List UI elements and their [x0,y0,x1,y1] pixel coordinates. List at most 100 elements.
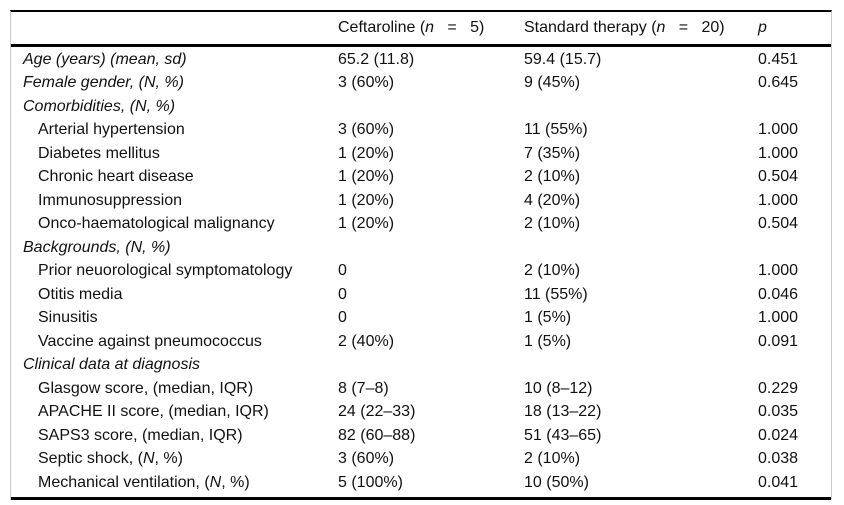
table-body: Age (years) (mean, sd) 65.2 (11.8) 59.4 … [11,47,831,500]
row-label-cell: Comorbidities, (N, %) [11,98,338,116]
row-label: Diabetes mellitus [38,144,160,162]
table-row: Vaccine against pneumococcus 2 (40%) 1 (… [11,330,831,354]
standard-therapy-value-cell: 2 (10%) [524,262,581,280]
p-value-cell: 0.504 [758,215,799,233]
standard-therapy-value-cell: 2 (10%) [524,450,581,468]
row-label: SAPS3 score, (median, IQR) [38,426,243,444]
ceftaroline-value-cell: 8 (7–8) [338,379,389,397]
standard-therapy-value-cell: 51 (43–65) [524,426,602,444]
table-row: Onco-haematological malignancy 1 (20%) 2… [11,213,831,237]
row-label-cell: Onco-haematological malignancy [11,215,338,233]
baseline-characteristics-table: Ceftaroline (n = 5) Standard therapy (n … [10,10,832,500]
p-value-cell: 0.035 [758,403,799,421]
row-label-cell: Chronic heart disease [11,168,338,186]
p-value-cell: 0.091 [758,332,799,350]
ceftaroline-value-cell: 24 (22–33) [338,403,416,421]
p-value-cell: 0.645 [758,74,799,92]
row-label-cell: Otitis media [11,286,338,304]
table-row: Diabetes mellitus 1 (20%) 7 (35%) 1.000 [11,142,831,166]
row-label-cell: Female gender, (N, %) [11,74,338,92]
p-value-cell: 0.504 [758,168,799,186]
row-label-cell: Arterial hypertension [11,121,338,139]
standard-therapy-value-cell: 9 (45%) [524,74,581,92]
table-row: Septic shock, (N, %) 3 (60%) 2 (10%) 0.0… [11,448,831,472]
p-value-cell: 0.046 [758,285,799,303]
col-header-p-value: p [758,19,767,36]
row-label: Age (years) (mean, sd) [23,50,187,68]
row-label: Mechanical ventilation, (N, %) [38,473,250,491]
row-label: Septic shock, (N, %) [38,450,183,468]
row-label: Chronic heart disease [38,168,194,186]
ceftaroline-value-cell: 5 (100%) [338,473,403,491]
row-label-cell: Sinusitis [11,309,338,327]
ceftaroline-value-cell: 0 [338,285,347,303]
col-header-standard-therapy: Standard therapy (n = 20) [524,19,725,36]
row-label: Onco-haematological malignancy [38,215,275,233]
p-value-cell: 0.024 [758,426,799,444]
table-row: Glasgow score, (median, IQR) 8 (7–8) 10 … [11,377,831,401]
standard-therapy-value-cell: 2 (10%) [524,215,581,233]
p-value-cell: 1.000 [758,144,799,162]
row-label-cell: SAPS3 score, (median, IQR) [11,427,338,445]
standard-therapy-value-cell: 11 (55%) [524,121,588,139]
row-label-cell: Immunosuppression [11,192,338,210]
table-row: Age (years) (mean, sd) 65.2 (11.8) 59.4 … [11,48,831,72]
standard-therapy-value-cell: 1 (5%) [524,332,572,350]
ceftaroline-value-cell: 82 (60–88) [338,426,416,444]
table-row: Arterial hypertension 3 (60%) 11 (55%) 1… [11,119,831,143]
standard-therapy-value-cell: 59.4 (15.7) [524,50,602,68]
ceftaroline-value-cell: 1 (20%) [338,191,395,209]
row-label: Otitis media [38,285,123,303]
table-header-row: Ceftaroline (n = 5) Standard therapy (n … [11,12,831,47]
row-label: Arterial hypertension [38,121,185,139]
row-label: Clinical data at diagnosis [23,356,200,374]
row-label: Backgrounds, (N, %) [23,238,171,256]
row-label: Comorbidities, (N, %) [23,97,176,115]
table-row: Female gender, (N, %) 3 (60%) 9 (45%) 0.… [11,72,831,96]
standard-therapy-value-cell: 4 (20%) [524,191,581,209]
standard-therapy-value-cell: 10 (50%) [524,473,589,491]
row-label-cell: Diabetes mellitus [11,145,338,163]
table-row: Clinical data at diagnosis [11,354,831,378]
row-label: Vaccine against pneumococcus [38,332,262,350]
table-row: APACHE II score, (median, IQR) 24 (22–33… [11,401,831,425]
table-row: SAPS3 score, (median, IQR) 82 (60–88) 51… [11,424,831,448]
ceftaroline-value-cell: 3 (60%) [338,74,395,92]
table-row: Sinusitis 0 1 (5%) 1.000 [11,307,831,331]
standard-therapy-value-cell: 7 (35%) [524,144,581,162]
p-value-cell: 1.000 [758,121,799,139]
row-label: Immunosuppression [38,191,183,209]
row-label: Glasgow score, (median, IQR) [38,379,254,397]
p-value-cell: 0.451 [758,50,799,68]
p-value-cell: 1.000 [758,191,799,209]
row-label: Prior neuorological symptomatology [38,262,293,280]
standard-therapy-value-cell: 2 (10%) [524,168,581,186]
ceftaroline-value-cell: 65.2 (11.8) [338,50,415,68]
table-row: Comorbidities, (N, %) [11,95,831,119]
row-label-cell: APACHE II score, (median, IQR) [11,403,338,421]
standard-therapy-value-cell: 1 (5%) [524,309,572,327]
ceftaroline-value-cell: 0 [338,309,347,327]
ceftaroline-value-cell: 2 (40%) [338,332,395,350]
row-label: Sinusitis [38,309,98,327]
ceftaroline-value-cell: 3 (60%) [338,121,395,139]
col-header-ceftaroline: Ceftaroline (n = 5) [338,19,485,36]
row-label-cell: Mechanical ventilation, (N, %) [11,474,338,492]
standard-therapy-value-cell: 11 (55%) [524,285,588,303]
ceftaroline-value-cell: 1 (20%) [338,144,395,162]
row-label-cell: Clinical data at diagnosis [11,356,338,374]
p-value-cell: 0.229 [758,379,799,397]
row-label-cell: Glasgow score, (median, IQR) [11,380,338,398]
standard-therapy-value-cell: 18 (13–22) [524,403,602,421]
table-row: Immunosuppression 1 (20%) 4 (20%) 1.000 [11,189,831,213]
row-label: Female gender, (N, %) [23,74,184,92]
p-value-cell: 0.038 [758,450,799,468]
table-row: Otitis media 0 11 (55%) 0.046 [11,283,831,307]
table-row: Mechanical ventilation, (N, %) 5 (100%) … [11,471,831,495]
p-value-cell: 1.000 [758,309,799,327]
row-label-cell: Prior neuorological symptomatology [11,262,338,280]
row-label-cell: Age (years) (mean, sd) [11,51,338,69]
ceftaroline-value-cell: 1 (20%) [338,168,395,186]
table-row: Chronic heart disease 1 (20%) 2 (10%) 0.… [11,166,831,190]
p-value-cell: 0.041 [758,473,799,491]
